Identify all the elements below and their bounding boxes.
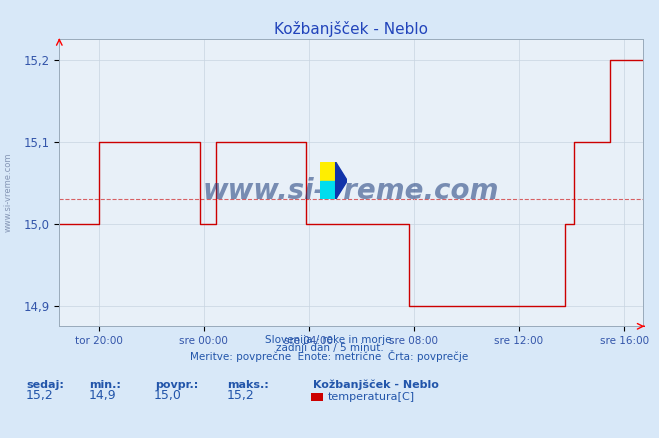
- Text: zadnji dan / 5 minut.: zadnji dan / 5 minut.: [275, 343, 384, 353]
- Text: min.:: min.:: [89, 380, 121, 390]
- Text: 14,9: 14,9: [88, 389, 116, 402]
- Text: 15,0: 15,0: [154, 389, 182, 402]
- Text: sedaj:: sedaj:: [26, 380, 64, 390]
- Polygon shape: [320, 162, 335, 181]
- Polygon shape: [335, 162, 347, 199]
- Text: www.si-vreme.com: www.si-vreme.com: [203, 177, 499, 205]
- Text: 15,2: 15,2: [26, 389, 53, 402]
- Text: povpr.:: povpr.:: [155, 380, 198, 390]
- Title: Kožbanjšček - Neblo: Kožbanjšček - Neblo: [274, 21, 428, 37]
- Text: 15,2: 15,2: [227, 389, 254, 402]
- Text: www.si-vreme.com: www.si-vreme.com: [3, 153, 13, 233]
- Text: Meritve: povprečne  Enote: metrične  Črta: povprečje: Meritve: povprečne Enote: metrične Črta:…: [190, 350, 469, 362]
- Polygon shape: [320, 181, 335, 199]
- Text: Kožbanjšček - Neblo: Kožbanjšček - Neblo: [313, 379, 439, 390]
- Text: Slovenija / reke in morje.: Slovenija / reke in morje.: [264, 335, 395, 345]
- Text: maks.:: maks.:: [227, 380, 269, 390]
- Text: temperatura[C]: temperatura[C]: [328, 392, 415, 402]
